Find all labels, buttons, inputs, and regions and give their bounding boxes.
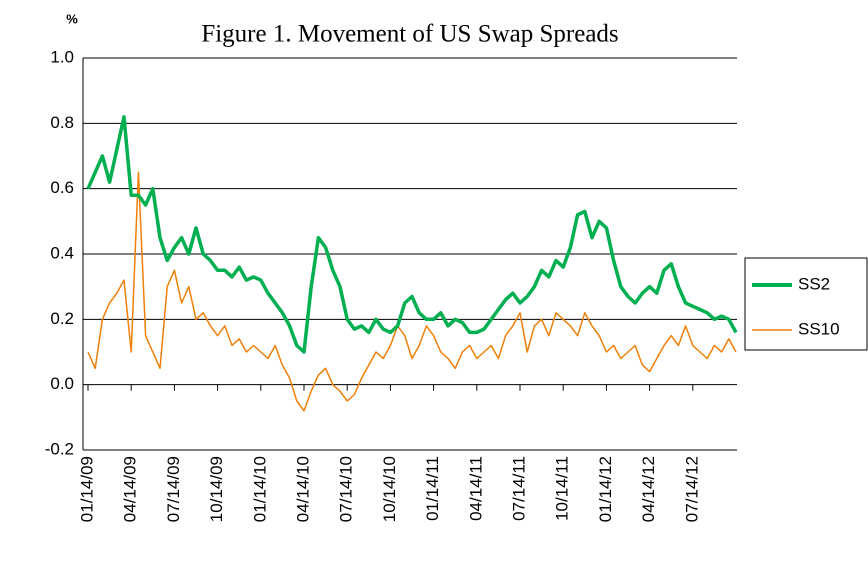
x-tick-label: 07/14/10 <box>337 456 356 522</box>
chart-title: Figure 1. Movement of US Swap Spreads <box>201 21 618 48</box>
y-tick-label: 1.0 <box>50 47 74 66</box>
y-tick-label: 0.0 <box>50 374 74 393</box>
x-tick-label: 01/14/09 <box>77 456 96 522</box>
x-tick-label: 10/14/11 <box>553 456 572 521</box>
x-tick-label: 01/14/10 <box>250 456 269 522</box>
x-tick-label: 07/14/11 <box>509 456 528 521</box>
legend-label: SS2 <box>798 274 830 293</box>
x-tick-label: 01/14/11 <box>423 456 442 521</box>
legend-box <box>744 257 868 351</box>
legend-label: SS10 <box>798 319 840 338</box>
x-tick-label: 04/14/11 <box>466 456 485 521</box>
x-tick-label: 07/14/12 <box>682 456 701 522</box>
x-tick-label: 01/14/12 <box>596 456 615 522</box>
x-tick-label: 07/14/09 <box>164 456 183 522</box>
y-tick-label: 0.2 <box>50 309 74 328</box>
series-line <box>87 171 737 412</box>
y-tick-label: 0.6 <box>50 178 74 197</box>
x-tick-label: 04/14/09 <box>121 456 140 522</box>
x-tick-label: 10/14/09 <box>207 456 226 522</box>
y-tick-label: 0.4 <box>50 243 74 262</box>
x-tick-label: 10/14/10 <box>380 456 399 522</box>
y-axis-label: % <box>66 11 78 26</box>
y-tick-label: 0.8 <box>50 113 74 132</box>
x-tick-label: 04/14/12 <box>639 456 658 522</box>
series-line <box>86 115 738 354</box>
y-tick-label: -0.2 <box>45 439 74 458</box>
x-tick-label: 04/14/10 <box>293 456 312 522</box>
